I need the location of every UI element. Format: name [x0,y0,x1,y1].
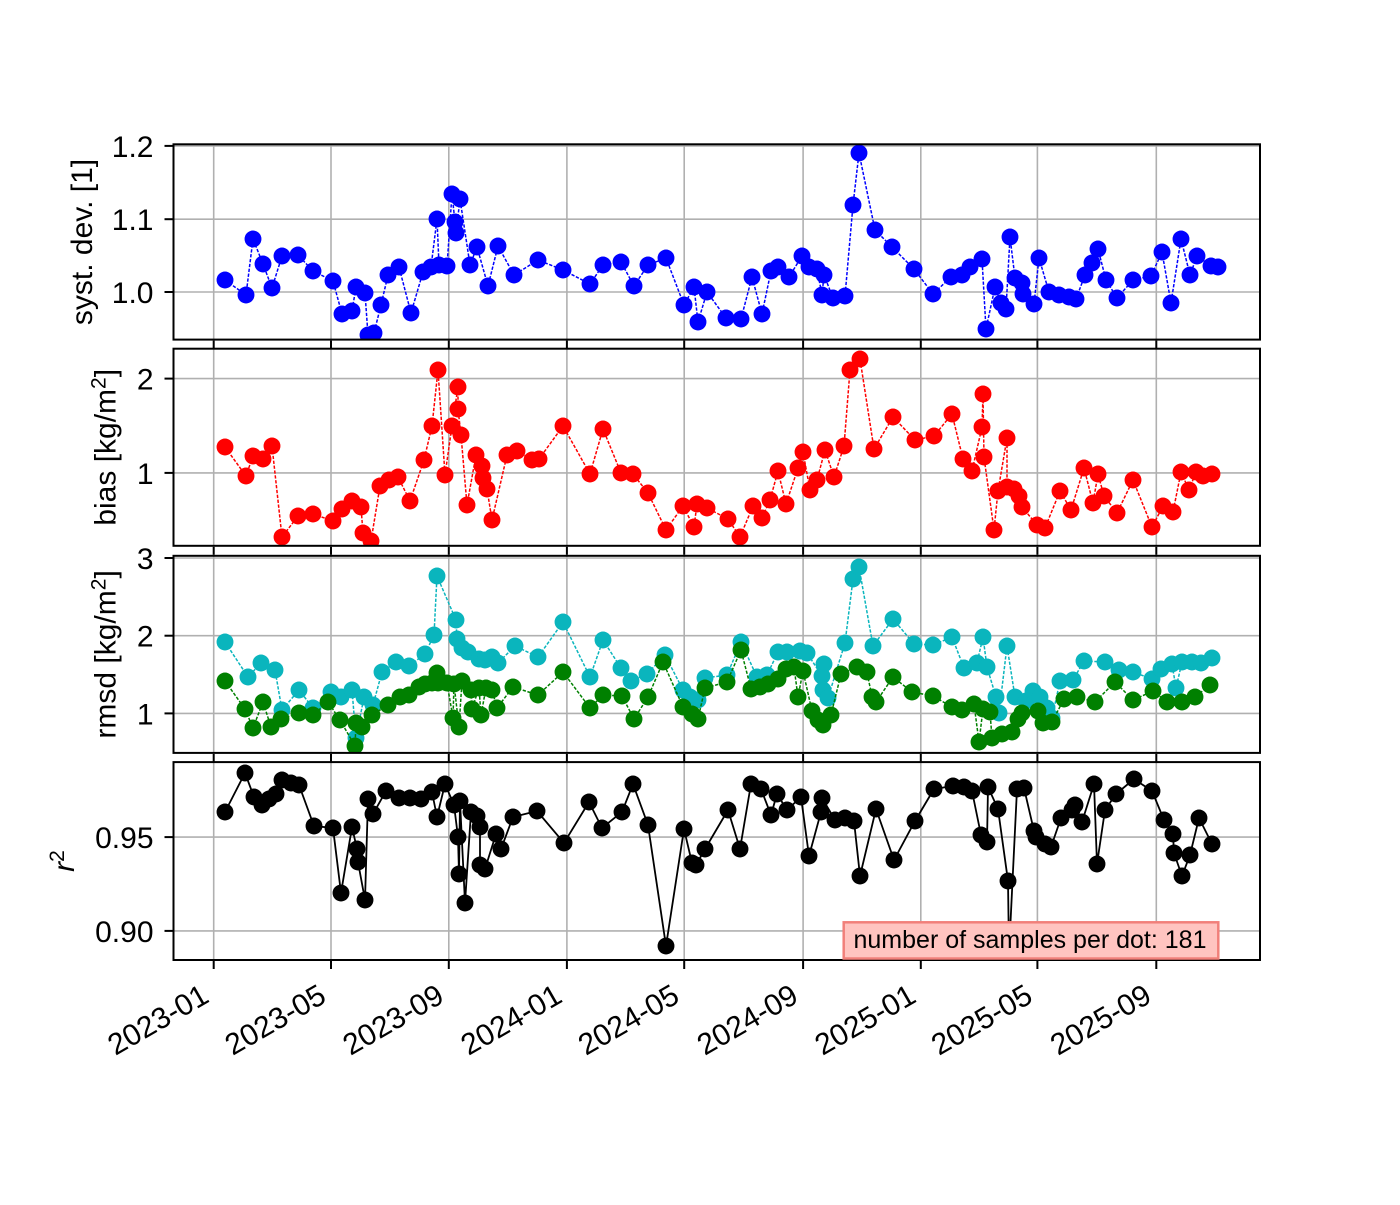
svg-text:3: 3 [137,543,154,576]
svg-text:r2: r2 [46,850,81,872]
svg-text:1.0: 1.0 [112,277,154,310]
svg-text:syst. dev. [1]: syst. dev. [1] [66,159,99,325]
svg-text:1.1: 1.1 [112,204,154,237]
svg-text:bias [kg/m2]: bias [kg/m2] [88,369,123,526]
svg-text:1.2: 1.2 [112,131,154,164]
svg-text:0.95: 0.95 [95,822,153,855]
svg-text:2: 2 [137,364,154,397]
svg-text:1: 1 [137,698,154,731]
svg-text:1: 1 [137,458,154,491]
svg-text:number of samples per dot: 181: number of samples per dot: 181 [854,926,1207,954]
svg-text:2: 2 [137,621,154,654]
svg-text:0.90: 0.90 [95,916,153,949]
svg-text:rmsd [kg/m2]: rmsd [kg/m2] [88,570,123,738]
